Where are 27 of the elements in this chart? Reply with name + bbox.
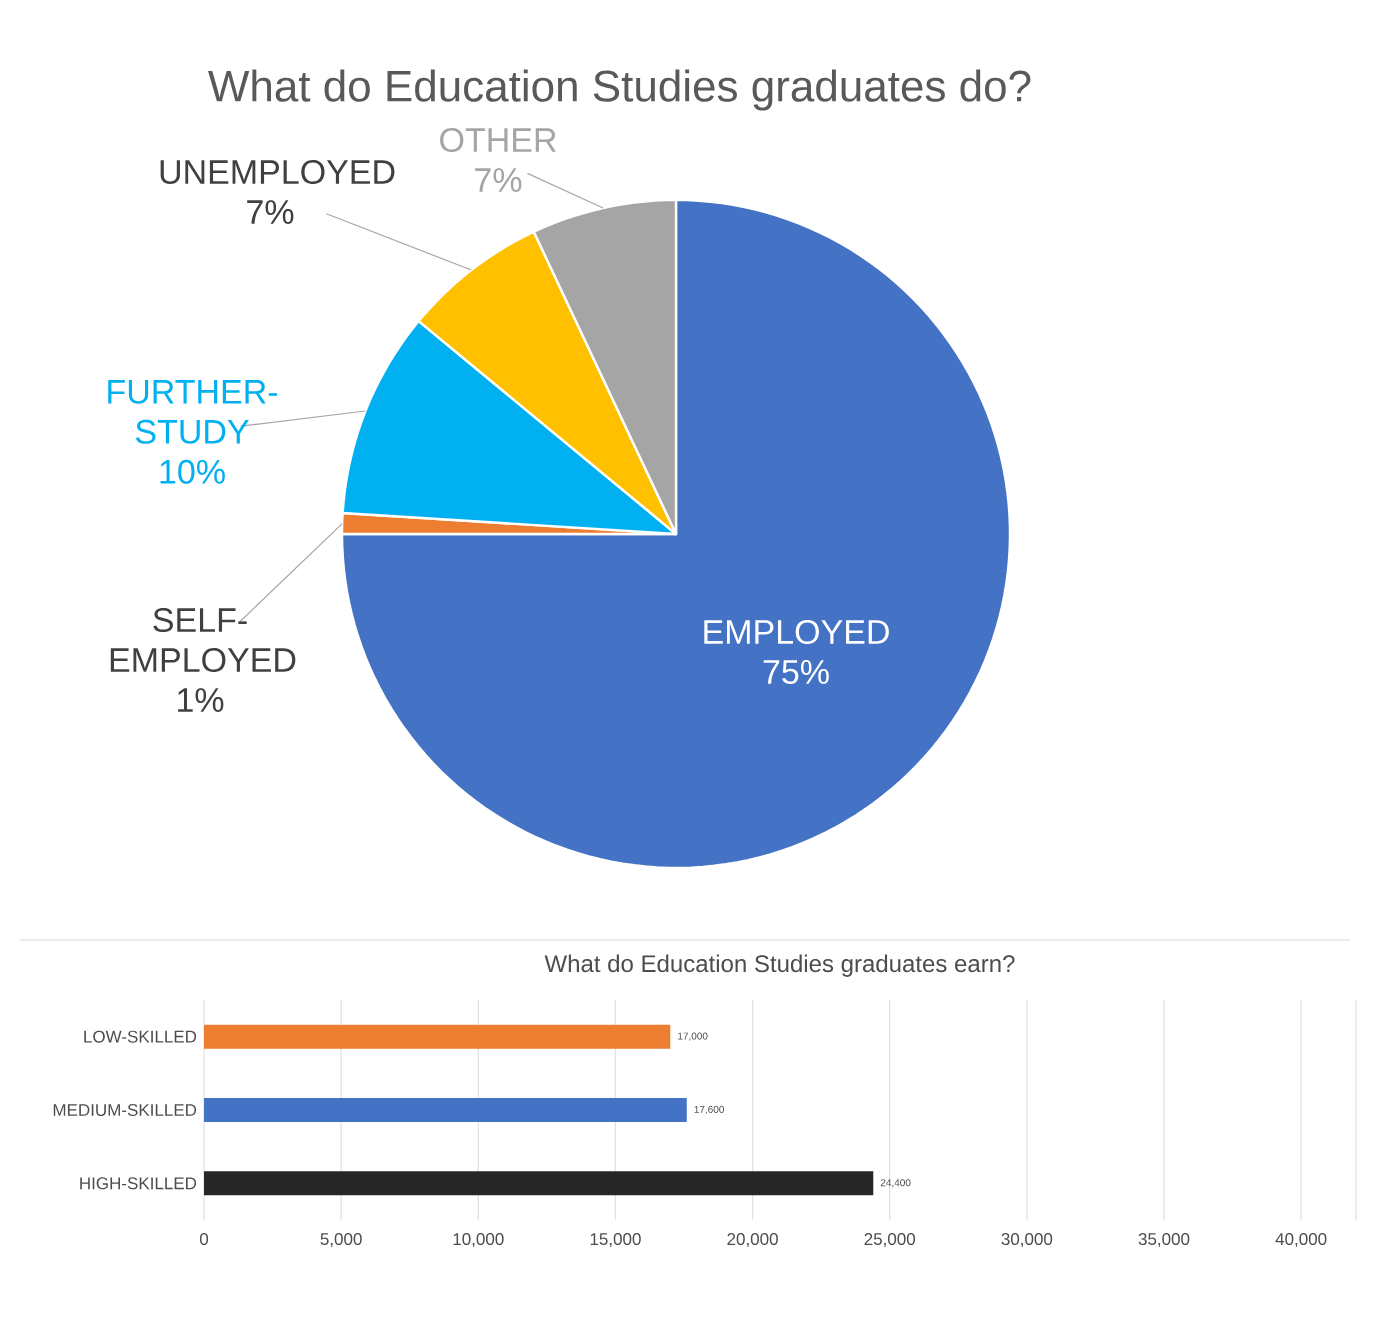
bar [204,1097,687,1122]
y-tick-label: LOW-SKILLED [84,1030,197,1043]
bar [204,1171,874,1196]
slice-label: SELF-EMPLOYED [110,608,296,673]
x-tick-label: 30,000 [1001,1233,1053,1248]
slice-label: EMPLOYED [704,619,889,645]
slice-label: FURTHER-STUDY [108,380,278,444]
chart-title: What do Education Studies graduates earn? [544,954,1015,977]
x-tick-label: 20,000 [727,1233,778,1248]
x-tick-label: 35,000 [1138,1233,1190,1248]
bar [204,1024,671,1049]
x-tick-label: 40,000 [1275,1233,1327,1248]
data-label: 75% [763,660,829,685]
data-label: 7% [247,200,294,224]
data-label: 7% [475,168,522,192]
slice-label: OTHER [440,128,556,153]
x-tick-label: 10,000 [453,1233,504,1248]
data-label: 1% [178,688,224,712]
chart-title: What do Education Studies graduates do? [208,69,1031,111]
x-tick-label: 0 [199,1233,209,1246]
y-tick-label: MEDIUM-SKILLED [53,1103,197,1116]
data-label: 10% [160,459,225,484]
y-tick-label: HIGH-SKILLED [80,1177,197,1190]
x-tick-label: 15,000 [590,1233,641,1248]
x-tick-label: 5,000 [320,1233,362,1248]
x-tick-label: 25,000 [864,1233,916,1248]
slice-label: UNEMPLOYED [160,160,395,185]
